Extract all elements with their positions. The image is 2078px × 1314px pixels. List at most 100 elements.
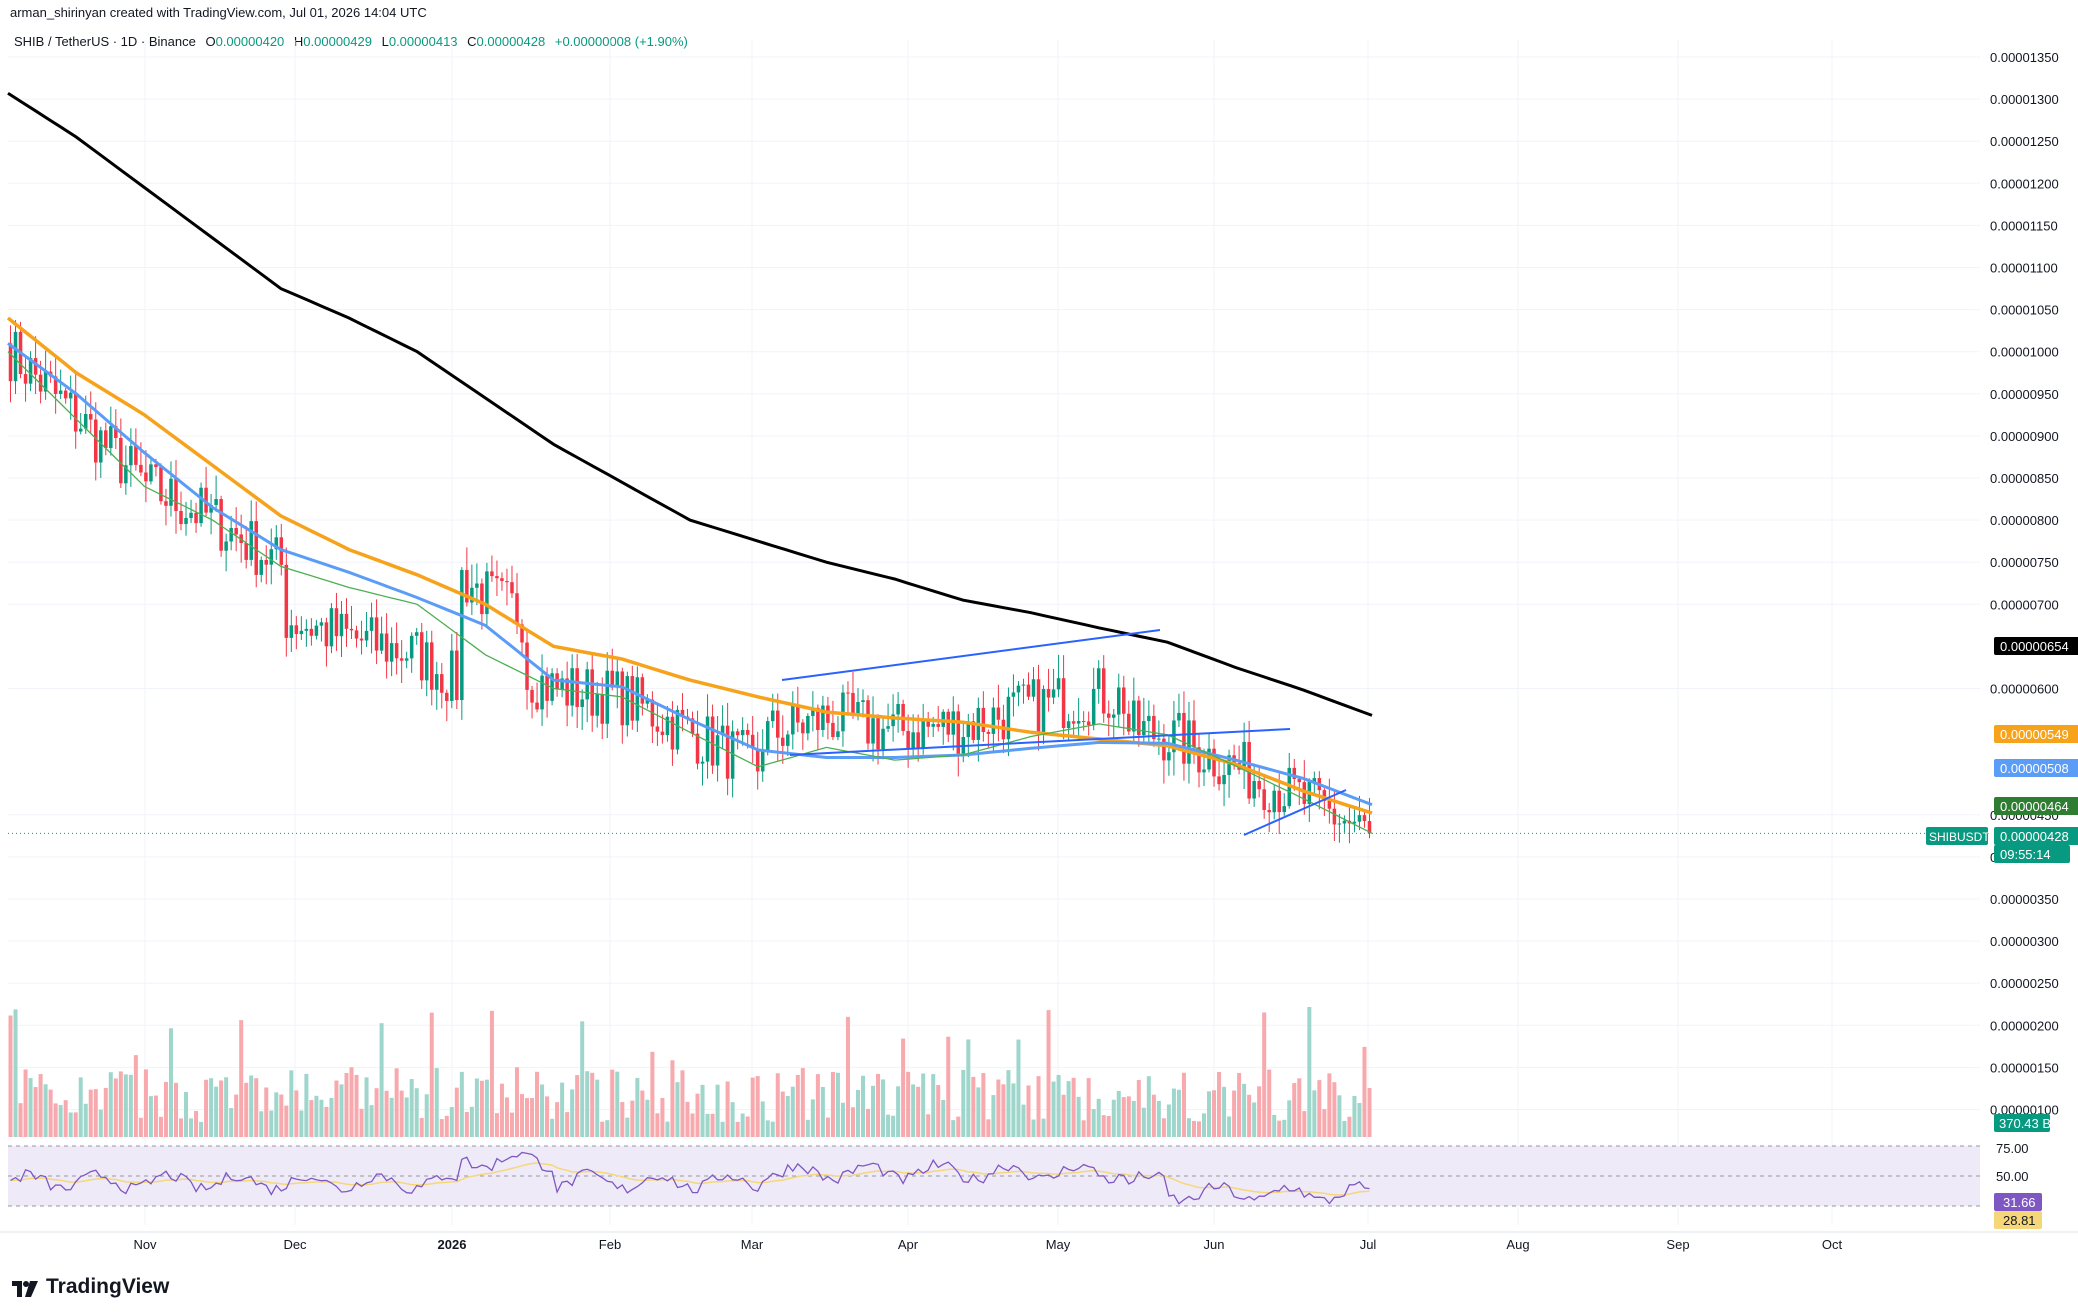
candle-body	[404, 658, 409, 661]
candle-body	[465, 569, 469, 603]
price-axis[interactable]: 0.00001350 0.00001300 0.00001250 0.00001200…	[1990, 50, 2059, 1118]
candle-body	[264, 559, 269, 565]
price-tick-label: 0.00001200	[1990, 176, 2059, 191]
candle-body	[916, 732, 920, 749]
volume-bar	[229, 1108, 234, 1137]
volume-bar	[1332, 1082, 1337, 1137]
candle-body	[1137, 700, 1141, 736]
candle-body	[635, 677, 640, 721]
volume-bar	[274, 1092, 279, 1137]
candle-body	[831, 722, 835, 738]
candle-body	[399, 658, 404, 661]
candle-body	[1006, 696, 1011, 740]
price-tick-label: 0.00000900	[1990, 429, 2059, 444]
volume-bar	[224, 1077, 229, 1137]
candle-body	[274, 537, 279, 550]
candle-body	[475, 583, 479, 588]
volume-bar	[209, 1078, 214, 1137]
candle-body	[1162, 738, 1166, 761]
volume-bar	[168, 1028, 173, 1137]
volume-bar	[745, 1116, 750, 1137]
candle-body	[445, 692, 449, 701]
volume-bar	[635, 1077, 640, 1137]
volume-bar	[319, 1099, 324, 1137]
time-tick-label: Sep	[1666, 1237, 1689, 1252]
candle-body	[394, 643, 399, 659]
time-tick-label: May	[1046, 1237, 1071, 1252]
volume-bar	[148, 1096, 153, 1137]
volume-bar	[560, 1082, 565, 1137]
candle-body	[1252, 781, 1256, 799]
price-tick-label: 0.00000850	[1990, 471, 2059, 486]
candle-body	[580, 699, 584, 707]
tradingview-logo[interactable]: TradingView	[12, 1275, 169, 1299]
candle-body	[1207, 748, 1211, 770]
volume-bar	[961, 1069, 966, 1137]
volume-bar	[479, 1080, 484, 1137]
volume-bar	[660, 1097, 665, 1137]
volume-bar	[509, 1112, 514, 1137]
candle-body	[1202, 769, 1206, 773]
candle-body	[926, 718, 930, 727]
candle-body	[249, 521, 253, 560]
volume-bar	[1041, 1118, 1046, 1137]
volume-bar	[630, 1100, 635, 1137]
rsi-level-label: 75.00	[1996, 1141, 2029, 1156]
volume-bar	[374, 1088, 379, 1137]
candle-body	[821, 705, 825, 730]
volume-bar	[896, 1086, 901, 1137]
trendlines[interactable]	[781, 629, 1347, 836]
candle-body	[796, 704, 800, 723]
candle-body	[129, 446, 133, 466]
volume-bar	[931, 1074, 936, 1137]
candle-body	[99, 430, 103, 463]
volume-bar	[1146, 1076, 1151, 1137]
candle-body	[1242, 741, 1246, 770]
volume-bar	[1161, 1118, 1166, 1137]
volume-bar	[1131, 1100, 1136, 1137]
ma-20-line	[7, 351, 1373, 834]
volume-bar	[1071, 1077, 1076, 1137]
price-tag-bg	[1994, 637, 2078, 655]
candle-body	[605, 670, 610, 724]
candle-body	[58, 390, 63, 394]
volume-bar	[730, 1102, 735, 1137]
volume-bar	[951, 1120, 956, 1137]
candle-body	[1352, 821, 1357, 824]
volume-bar	[710, 1113, 715, 1137]
candle-body	[1337, 823, 1342, 825]
volume-bar	[1011, 1083, 1016, 1137]
volume-bar	[845, 1016, 850, 1137]
price-tags: 0.00000654 0.00000549 0.00000508 0.00000464…	[8, 637, 2078, 1132]
candle-body	[505, 581, 509, 583]
candle-body	[1367, 821, 1372, 834]
candle-body	[595, 694, 599, 716]
volume-bar	[535, 1071, 540, 1137]
volume-bar	[861, 1075, 866, 1137]
candle-body	[455, 650, 459, 701]
candle-body	[169, 478, 173, 506]
volume-bar	[309, 1100, 314, 1137]
volume-bar	[279, 1094, 284, 1137]
candle-body	[765, 721, 770, 751]
volume-bar	[1257, 1086, 1262, 1137]
volume-bar	[369, 1105, 374, 1137]
symbol-label[interactable]: SHIB / TetherUS · 1D · Binance	[14, 34, 196, 49]
price-tick-label: 0.00001050	[1990, 303, 2059, 318]
volume-bar	[810, 1099, 815, 1137]
candle-body	[750, 734, 755, 749]
volume-bar	[384, 1090, 389, 1137]
ma-200-line	[7, 91, 1373, 717]
candle-body	[1297, 778, 1302, 783]
candle-body	[73, 392, 78, 432]
volume-bar	[163, 1081, 168, 1137]
price-tag-label: 0.00000654	[2000, 639, 2069, 654]
candlesticks	[8, 320, 1372, 844]
candle-body	[384, 633, 389, 662]
volume-bar	[204, 1079, 209, 1137]
time-axis[interactable]: Nov Dec 2026 Feb Mar Apr May Jun Jul Aug Sep Oct	[133, 1237, 1842, 1252]
candle-body	[991, 707, 996, 734]
volume-bar	[956, 1116, 961, 1137]
candle-body	[625, 676, 630, 726]
